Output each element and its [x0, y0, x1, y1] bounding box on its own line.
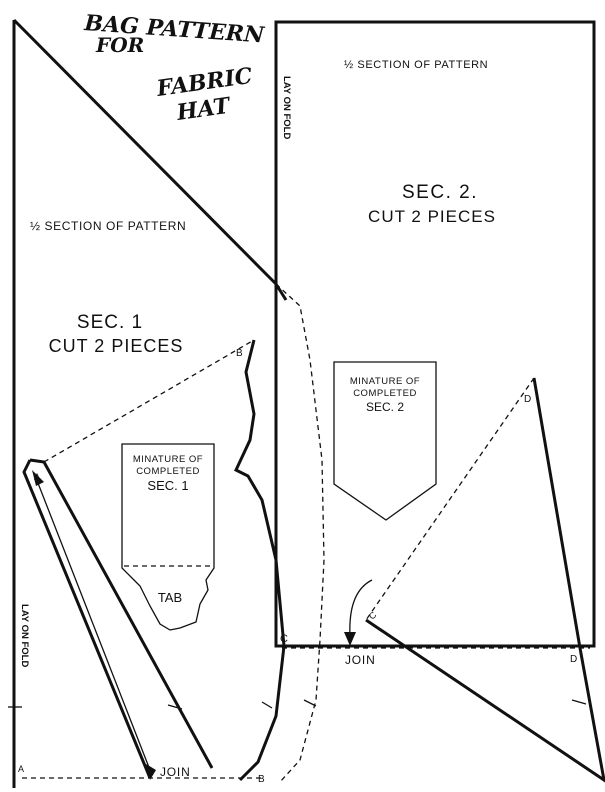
section-2-half-label: ½ SECTION OF PATTERN — [344, 59, 488, 71]
section-1-inner-edge — [234, 339, 286, 782]
miniature-section-2-line3: SEC. 2 — [366, 400, 404, 414]
piece-d-outline — [365, 377, 605, 783]
piece-a-double-arrow-line — [35, 477, 151, 771]
section-1-dashed-overlap — [275, 283, 325, 783]
piece-a-dashed-top — [43, 339, 255, 463]
section-2-fold-label: LAY ON FOLD — [281, 76, 292, 139]
miniature-section-2-line1: MINATURE OF — [350, 376, 420, 387]
miniature-section-2-line2: COMPLETED — [353, 388, 417, 399]
point-label-a-top: A — [34, 472, 40, 482]
miniature-section-1-outline — [121, 443, 215, 631]
point-label-c-left: C — [280, 633, 288, 645]
miniature-section-1-line2: COMPLETED — [136, 466, 200, 477]
miniature-section-2: MINATURE OF COMPLETED SEC. 2 — [333, 361, 437, 521]
tick-mark — [261, 701, 273, 709]
title-block: BAG PATTERN FOR FABRIC HAT — [83, 10, 266, 126]
section-2-sec-label: SEC. 2. — [402, 182, 478, 203]
section-2-cut-label: CUT 2 PIECES — [368, 207, 496, 226]
miniature-section-1: MINATURE OF COMPLETED SEC. 1 TAB — [121, 443, 215, 631]
miniature-section-1-line1: MINATURE OF — [133, 454, 203, 465]
point-label-d-top: D — [524, 394, 531, 405]
miniature-section-1-line3: SEC. 1 — [147, 478, 188, 493]
point-label-c-right: C — [367, 609, 379, 621]
join-label-middle: JOIN — [345, 653, 376, 667]
arrow-head-down — [344, 632, 356, 646]
section-1-sec-label: SEC. 1 — [77, 312, 143, 333]
piece-d-dashed-edge — [365, 377, 535, 621]
piece-d-triangle — [344, 377, 605, 783]
point-label-b-bottom: B — [258, 774, 265, 785]
tab-label: TAB — [158, 590, 182, 605]
join-label-bottom: JOIN — [160, 765, 191, 779]
piece-a-outline — [22, 458, 214, 779]
arrow-head-down — [146, 764, 156, 780]
title-line-for: FOR — [95, 33, 144, 57]
tick-mark — [303, 699, 317, 707]
section-2-piece — [274, 20, 596, 649]
miniature-section-2-outline — [333, 361, 437, 521]
section-1-fold-label: LAY ON FOLD — [19, 604, 30, 667]
piece-a-triangle — [22, 339, 255, 780]
point-label-a-bottom: A — [18, 764, 24, 774]
join-curved-arrow — [349, 579, 373, 637]
section-1-cut-label: CUT 2 PIECES — [49, 336, 184, 356]
tick-mark — [571, 699, 587, 705]
section-1-outline — [12, 18, 288, 788]
section-2-outline — [274, 20, 596, 648]
arrow-head-up — [32, 470, 44, 486]
point-label-d-bottom: D — [570, 654, 577, 665]
point-label-b-top: B — [236, 348, 243, 359]
section-1-half-label: ½ SECTION OF PATTERN — [30, 219, 186, 233]
section-1-piece — [8, 18, 325, 788]
